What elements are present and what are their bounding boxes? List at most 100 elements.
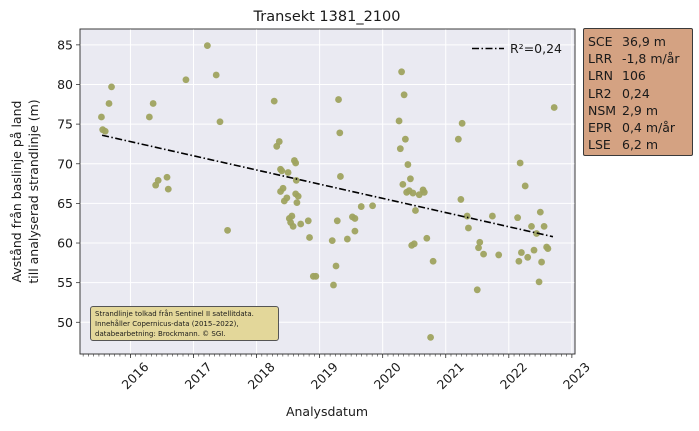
data-point [306, 234, 313, 241]
legend-label: R²=0,24 [510, 41, 562, 56]
x-tick-label: 2023 [560, 359, 593, 392]
stat-row-sce: SCE 36,9 m [588, 33, 688, 50]
y-tick-label: 75 [57, 117, 73, 132]
x-axis: 2016 2017 2018 2019 2020 2021 2022 2023 [119, 354, 593, 392]
data-point [212, 71, 220, 79]
data-point [292, 159, 300, 167]
data-point [145, 113, 153, 121]
data-point [283, 194, 291, 202]
data-point [516, 159, 524, 167]
data-point [279, 184, 287, 192]
data-point [270, 97, 278, 105]
data-point [351, 215, 359, 222]
data-point [154, 177, 162, 184]
data-point [398, 68, 405, 76]
data-point [351, 227, 359, 235]
data-point [476, 238, 484, 246]
data-point [105, 100, 113, 107]
data-point [332, 262, 340, 270]
data-point [328, 237, 336, 245]
data-point [297, 220, 305, 228]
data-point [335, 96, 342, 103]
data-point [395, 117, 403, 125]
data-point [399, 180, 407, 188]
data-point [420, 188, 428, 196]
data-point [518, 249, 525, 256]
data-point [521, 182, 529, 190]
data-point [203, 42, 211, 50]
stat-key: EPR [588, 120, 613, 136]
stat-value: 36,9 m [622, 34, 666, 49]
chart-title: Transekt 1381_2100 [253, 9, 401, 25]
attribution-note: Strandlinje tolkad från Sentinel II sate… [90, 306, 279, 341]
trend-line [101, 134, 554, 238]
data-point [429, 257, 437, 265]
y-axis: 50 55 60 65 70 75 80 85 [57, 37, 80, 330]
stat-value: 0,24 [622, 85, 650, 101]
y-tick-label: 80 [57, 77, 73, 92]
data-point [294, 192, 302, 200]
data-point [544, 245, 552, 252]
data-point [357, 203, 365, 210]
attribution-line-3: databearbetning: Brockmann. © SGI. [95, 330, 226, 338]
stat-value: 6,2 m [622, 137, 659, 153]
data-point [278, 167, 286, 175]
grid [80, 29, 575, 354]
data-point [289, 222, 297, 230]
data-point [292, 177, 300, 184]
data-point [293, 199, 301, 206]
data-point [530, 246, 538, 254]
data-point [164, 185, 172, 193]
data-point [488, 212, 496, 220]
stat-row-lrn: LRN 106 [588, 67, 688, 84]
stat-row-lr2: LR2 0,24 [588, 85, 688, 102]
trend-line-group [101, 134, 554, 238]
x-axis-label: Analysdatum [286, 404, 368, 419]
data-point [538, 258, 545, 266]
data-point [182, 76, 190, 84]
x-tick-label: 2021 [434, 359, 467, 392]
stat-key: LRR [588, 51, 613, 67]
data-point [163, 173, 171, 181]
x-tick-label: 2017 [182, 359, 215, 392]
data-point [454, 135, 462, 143]
stat-value: 2,9 m [622, 102, 659, 118]
y-tick-label: 70 [57, 156, 73, 171]
data-point [458, 119, 466, 127]
data-point [473, 286, 481, 294]
data-point [410, 240, 418, 248]
data-point [536, 208, 544, 216]
attribution-line-1: Strandlinje tolkad från Sentinel II sate… [95, 310, 254, 318]
statistics-box: SCE 36,9 m LRR -1,8 m/år LRN 106 LR2 0,2… [583, 28, 693, 156]
data-point [343, 235, 351, 243]
data-point [514, 214, 522, 222]
data-point [463, 212, 471, 220]
legend: R²=0,24 [472, 41, 562, 56]
data-point [369, 202, 376, 210]
data-point [457, 196, 465, 203]
stat-key: SCE [588, 34, 613, 49]
stat-key: NSM [588, 102, 617, 118]
y-axis-label-line-1: Avstånd från baslinje på land [9, 101, 24, 283]
data-point [401, 135, 409, 143]
data-point [224, 226, 231, 234]
stat-value: -1,8 m/år [622, 51, 680, 67]
data-point [427, 333, 434, 341]
data-point [409, 189, 417, 197]
data-point [333, 217, 341, 225]
stat-row-nsm: NSM 2,9 m [588, 102, 688, 119]
data-point [396, 145, 404, 153]
y-tick-label: 55 [57, 275, 73, 290]
stat-value: 106 [622, 68, 646, 84]
x-tick-label: 2020 [371, 359, 404, 392]
stat-row-epr: EPR 0,4 m/år [588, 119, 688, 136]
data-point [275, 138, 283, 145]
data-point [337, 173, 344, 180]
data-point [535, 278, 543, 286]
x-tick-label: 2016 [119, 359, 152, 392]
y-tick-label: 50 [57, 315, 73, 330]
stat-key: LR2 [588, 85, 612, 101]
stat-value: 0,4 m/år [622, 120, 676, 136]
data-point [423, 234, 431, 242]
data-point [550, 104, 558, 111]
